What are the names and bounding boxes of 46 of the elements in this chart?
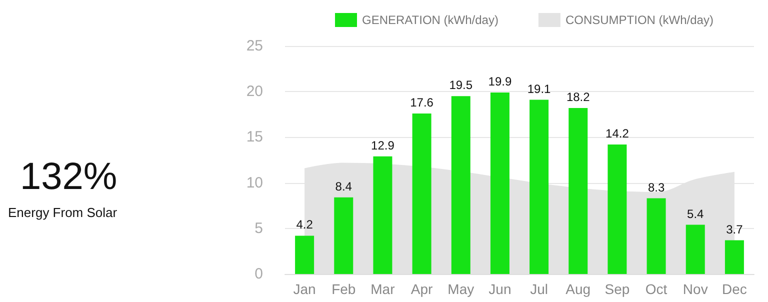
y-tick-label: 25	[246, 38, 263, 54]
data-label: 3.7	[726, 222, 744, 236]
x-tick-label: May	[448, 281, 474, 297]
bar	[295, 236, 314, 274]
y-tick-label: 10	[246, 174, 263, 192]
bar	[686, 224, 705, 274]
y-tick-label: 20	[246, 83, 263, 100]
y-tick-label: 15	[246, 128, 263, 146]
bar	[646, 198, 666, 274]
x-tick-label: Nov	[682, 281, 708, 297]
x-tick-label: Dec	[722, 281, 747, 297]
bar	[412, 113, 432, 274]
data-label: 4.2	[296, 218, 314, 232]
data-label: 14.2	[606, 126, 630, 140]
y-tick-label: 5	[254, 220, 263, 237]
bar	[334, 197, 354, 274]
data-label: 8.4	[335, 179, 352, 194]
bar	[373, 156, 392, 274]
data-label: 19.1	[527, 82, 552, 96]
data-label: 12.9	[371, 138, 395, 152]
x-tick-label: Sep	[604, 281, 630, 297]
x-tick-label: Jun	[488, 281, 512, 297]
x-tick-label: Apr	[410, 281, 434, 297]
bar	[724, 240, 744, 274]
bar	[530, 100, 549, 274]
data-label: 17.6	[410, 95, 434, 110]
bar	[490, 92, 510, 274]
text: Energy From Solar	[8, 205, 118, 220]
legend-label: CONSUMPTION (kWh/day)	[565, 13, 714, 27]
bar	[608, 144, 627, 274]
data-label: 5.4	[687, 206, 704, 221]
bar	[451, 96, 470, 274]
legend-label: GENERATION (kWh/day)	[362, 13, 498, 27]
data-label: 19.9	[488, 74, 512, 89]
y-tick-label: 0	[254, 266, 263, 282]
data-label: 8.3	[648, 180, 665, 194]
x-tick-label: Oct	[645, 281, 668, 297]
data-label: 18.2	[566, 90, 590, 104]
x-tick-label: Jul	[530, 281, 548, 297]
text: 132%	[20, 156, 118, 198]
bar	[568, 108, 588, 274]
x-tick-label: Aug	[566, 281, 591, 297]
x-tick-label: Feb	[332, 281, 356, 297]
x-tick-label: Jan	[293, 281, 316, 297]
data-label: 19.5	[449, 78, 473, 92]
x-tick-label: Mar	[370, 281, 396, 297]
